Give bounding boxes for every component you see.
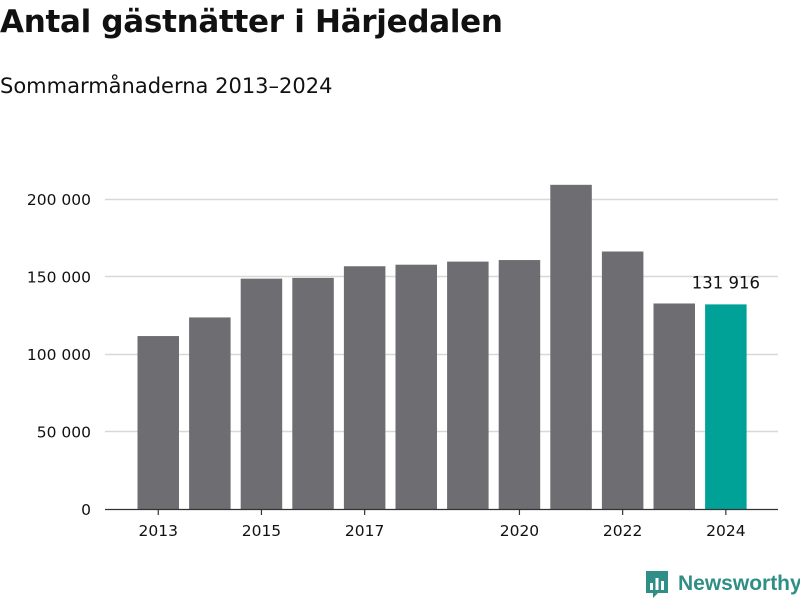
y-tick-label: 50 000 [37, 423, 91, 441]
chart-title: Antal gästnätter i Härjedalen [0, 4, 503, 40]
bar-2016 [292, 277, 334, 509]
y-tick-label: 100 000 [27, 346, 91, 364]
chart-subtitle: Sommarmånaderna 2013–2024 [0, 74, 333, 98]
annotations: 131 916 [692, 273, 760, 292]
x-tick-label: 2020 [500, 522, 539, 540]
x-tick-label: 2015 [242, 522, 281, 540]
bar-2018 [395, 264, 437, 509]
bar-2017 [343, 266, 386, 509]
y-tick-label: 150 000 [27, 268, 91, 286]
bar-2023 [653, 303, 695, 509]
x-axis [105, 508, 778, 515]
bar-2022 [601, 251, 644, 509]
y-tick-label: 200 000 [27, 191, 91, 209]
bar-2013 [137, 336, 179, 509]
newsworthy-logo: Newsworthy [644, 569, 800, 599]
bars [137, 184, 747, 509]
y-axis-tick-labels: 0 50 000 100 000 150 000 200 000 [27, 191, 91, 519]
bar-2020 [498, 260, 541, 509]
x-axis-tick-labels: 2013 2015 2017 2020 2022 2024 [139, 522, 746, 540]
newsworthy-logo-icon [646, 571, 668, 598]
bar-2019 [447, 261, 489, 509]
x-tick-label: 2013 [139, 522, 178, 540]
x-tick-label: 2024 [706, 522, 745, 540]
bar-2021 [550, 184, 592, 509]
bar-2024 [705, 304, 747, 509]
brand-name: Newsworthy [678, 572, 800, 595]
data-label-2024: 131 916 [692, 273, 760, 292]
y-tick-label: 0 [81, 501, 91, 519]
x-tick-label: 2022 [603, 522, 642, 540]
x-tick-label: 2017 [345, 522, 384, 540]
bar-2014 [189, 317, 231, 509]
bar-2015 [240, 278, 283, 509]
